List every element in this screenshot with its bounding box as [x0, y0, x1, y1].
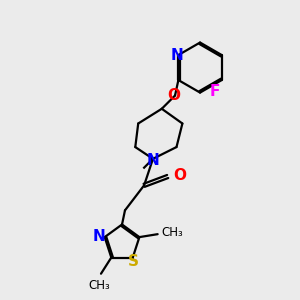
Text: N: N: [170, 47, 183, 62]
Text: O: O: [167, 88, 180, 103]
Text: CH₃: CH₃: [161, 226, 183, 239]
Text: CH₃: CH₃: [88, 279, 110, 292]
Text: N: N: [93, 229, 106, 244]
Text: S: S: [128, 254, 139, 268]
Text: F: F: [209, 84, 220, 99]
Text: O: O: [173, 168, 186, 183]
Text: N: N: [147, 153, 159, 168]
